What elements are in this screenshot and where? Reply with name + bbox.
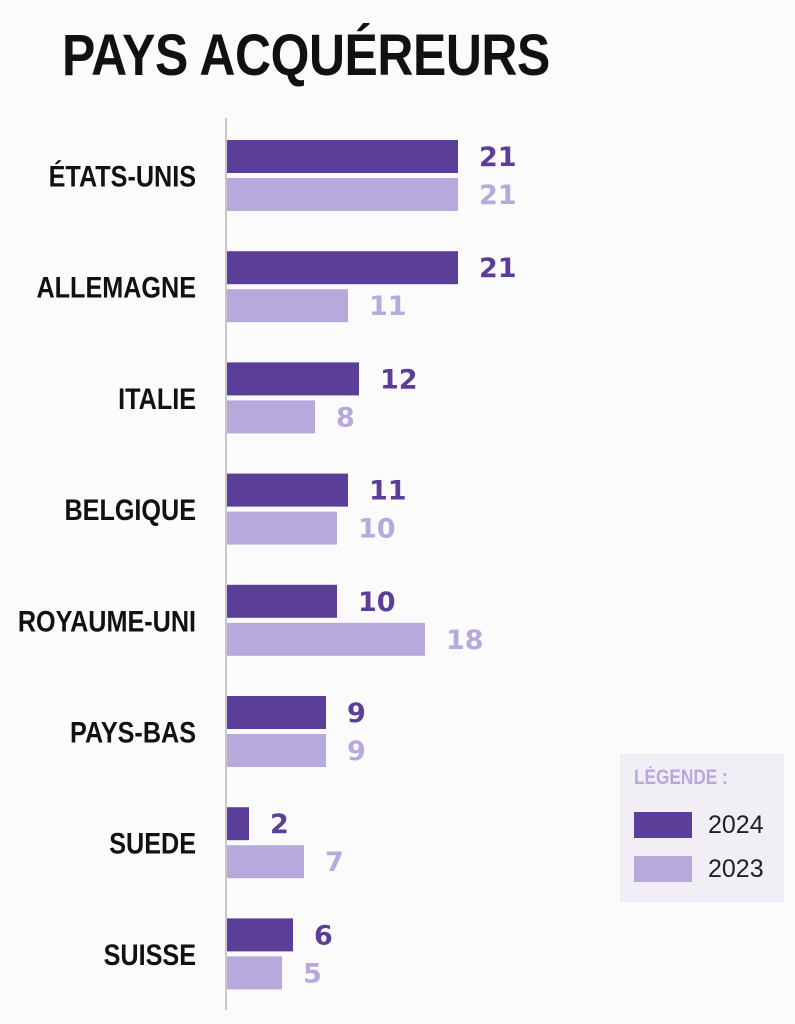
bar-2023-pays-bas bbox=[227, 734, 326, 767]
legend-swatch-2023 bbox=[634, 856, 692, 882]
bar-2024-etats-unis bbox=[227, 140, 458, 173]
value-label-2024-allemagne: 21 bbox=[479, 253, 517, 284]
bar-2023-italie bbox=[227, 400, 315, 434]
value-label-2024-etats-unis: 21 bbox=[479, 142, 517, 173]
bar-2024-suede bbox=[227, 807, 249, 841]
value-label-2023-etats-unis: 21 bbox=[479, 180, 517, 211]
legend-label-2024: 2024 bbox=[708, 810, 764, 839]
value-label-2024-suisse: 6 bbox=[314, 920, 333, 951]
bar-2024-suisse bbox=[227, 918, 293, 952]
value-label-2023-royaume-uni: 18 bbox=[446, 625, 484, 656]
bar-2023-allemagne bbox=[227, 289, 348, 323]
category-label-etats-unis: ÉTATS-UNIS bbox=[49, 159, 196, 193]
bar-2024-pays-bas bbox=[227, 696, 326, 729]
chart-title: PAYS ACQUÉREURS bbox=[62, 23, 550, 88]
bar-2024-belgique bbox=[227, 473, 348, 507]
value-label-2024-pays-bas: 9 bbox=[347, 698, 366, 729]
bar-2023-royaume-uni bbox=[227, 622, 425, 656]
value-label-2023-suede: 7 bbox=[325, 847, 344, 878]
category-label-belgique: BELGIQUE bbox=[64, 493, 196, 527]
value-label-2023-allemagne: 11 bbox=[369, 291, 407, 322]
bar-2024-italie bbox=[227, 362, 359, 396]
legend-title: LÉGENDE : bbox=[634, 766, 728, 789]
category-label-italie: ITALIE bbox=[118, 382, 196, 416]
value-label-2023-italie: 8 bbox=[336, 402, 355, 433]
bar-2023-etats-unis bbox=[227, 178, 458, 211]
value-label-2024-italie: 12 bbox=[380, 364, 418, 395]
value-label-2024-belgique: 11 bbox=[369, 476, 407, 507]
value-label-2023-pays-bas: 9 bbox=[347, 736, 366, 767]
bar-2023-suisse bbox=[227, 956, 282, 990]
legend-swatch-2024 bbox=[634, 812, 692, 838]
category-label-suisse: SUISSE bbox=[104, 938, 196, 972]
legend-item-2023: 2023 bbox=[634, 854, 764, 883]
value-label-2024-suede: 2 bbox=[270, 809, 289, 840]
category-label-suede: SUEDE bbox=[109, 827, 196, 861]
bar-2023-suede bbox=[227, 845, 304, 879]
category-label-allemagne: ALLEMAGNE bbox=[36, 271, 196, 305]
value-label-2023-suisse: 5 bbox=[303, 958, 322, 989]
category-label-pays-bas: PAYS-BAS bbox=[70, 715, 196, 749]
legend: LÉGENDE : 2024 2023 bbox=[620, 754, 784, 902]
legend-label-2023: 2023 bbox=[708, 854, 764, 883]
bar-2023-belgique bbox=[227, 511, 337, 545]
value-label-2023-belgique: 10 bbox=[358, 514, 396, 545]
bar-2024-royaume-uni bbox=[227, 584, 337, 618]
bar-2024-allemagne bbox=[227, 251, 458, 285]
value-label-2024-royaume-uni: 10 bbox=[358, 587, 396, 618]
legend-item-2024: 2024 bbox=[634, 810, 764, 839]
category-label-royaume-uni: ROYAUME-UNI bbox=[18, 604, 196, 638]
